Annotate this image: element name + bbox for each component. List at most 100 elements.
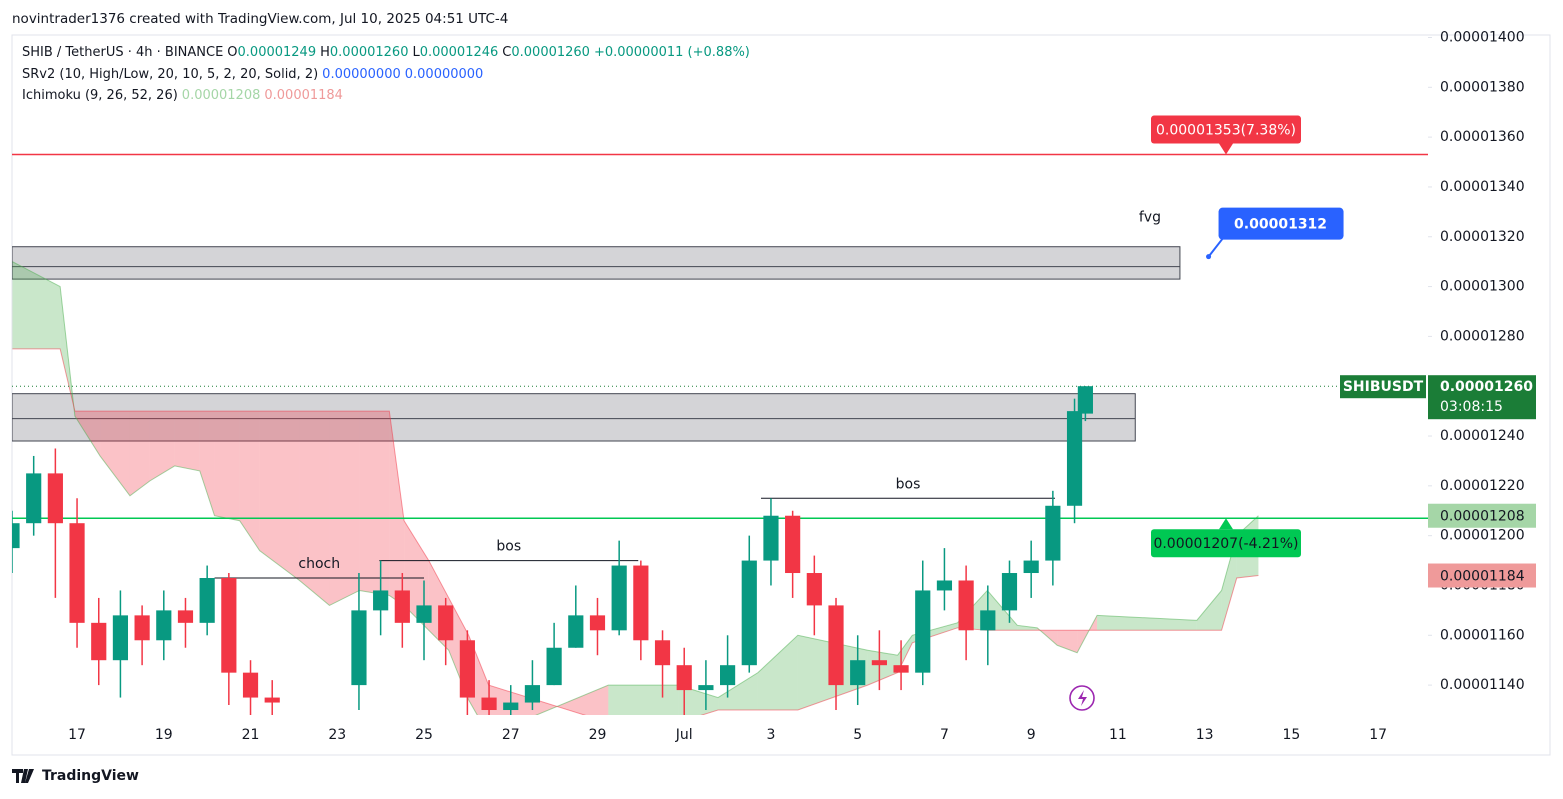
candle-body [741,560,757,666]
structure-label: bos [896,476,921,492]
y-tick-label: 0.00001280 [1440,328,1525,344]
indicator-name: Ichimoku (9, 26, 52, 26) [22,88,178,103]
cloud-segment [259,411,300,581]
indicator-value: 0.00000000 [322,67,401,82]
alert-icon[interactable] [1069,685,1095,711]
candle-body [156,610,172,641]
cloud-segment [149,411,175,481]
level-tag-pointer [1219,143,1233,155]
cloud-segment [299,411,330,606]
x-tick-label: Jul [675,727,693,743]
candle-body [871,660,887,666]
cloud-segment [757,635,798,711]
cloud-segment [1221,535,1237,631]
candle-body [1077,386,1093,414]
logo [12,769,34,783]
zone [12,246,1181,280]
countdown: 03:08:15 [1440,399,1503,415]
x-tick-label: 5 [853,727,862,743]
y-tick-label: 0.00001240 [1440,428,1525,444]
candle-body [242,672,259,698]
candle-body [524,685,541,703]
cloud-segment [74,411,101,456]
cloud-segment [329,411,360,606]
indicator-name: SRv2 (10, High/Low, 20, 10, 5, 2, 20, So… [22,67,319,82]
candle-body [546,647,562,686]
x-tick-label: 19 [155,727,173,743]
zone [12,393,1136,442]
brand: TradingView [42,768,139,784]
candle-body [112,615,129,661]
cloud-segment [174,411,200,471]
cloud-segment [1196,590,1222,631]
candle-body [221,578,237,673]
cloud-segment [199,411,215,516]
change: +0.00000011 (+0.88%) [593,45,750,60]
candle-body [481,697,497,711]
y-tick-label: 0.00001140 [1440,677,1525,693]
y-tick-label: 0.00001200 [1440,528,1525,544]
cloud-segment [214,411,240,521]
candle-body [828,605,844,686]
candle-body [893,665,909,673]
candle-body [69,523,85,623]
candle-body [416,605,432,623]
ohlc-key: O [227,45,238,60]
structure-label: bos [496,539,521,555]
x-tick-label: 13 [1196,727,1214,743]
candle-body [1001,573,1018,611]
symbol: SHIB / TetherUS · 4h · BINANCE [22,45,224,60]
attribution: novintrader1376 created with TradingView… [12,11,509,27]
indicator-value: 0.00001184 [264,88,343,103]
x-tick-label: 25 [415,727,433,743]
candle-body [936,580,953,591]
price-tag-label: 0.00001260 [1440,379,1533,395]
cloud-segment [678,685,719,715]
candle-body [26,473,42,524]
ohlc-value: 0.00001246 [419,45,499,60]
candle-body [134,615,150,641]
cloud-segment [867,650,898,686]
y-tick-label: 0.00001160 [1440,627,1525,643]
target-pointer [1207,238,1224,258]
indicator-line: Ichimoku (9, 26, 52, 26) 0.00001208 0.0000… [22,88,347,103]
candle-body [373,590,389,611]
footer: TradingView [12,768,139,784]
y-tick-label: 0.00001360 [1440,129,1525,145]
candle-body [177,610,194,623]
candle-body [91,622,107,661]
x-tick-label: 11 [1109,727,1127,743]
structure-label: choch [298,556,340,572]
candle-body [459,640,475,698]
y-tick-label: 0.00001340 [1440,179,1525,195]
ohlc-key: C [502,45,512,60]
level-tag [1151,115,1301,144]
candle-body [654,640,671,666]
candle-body [589,615,606,631]
candle-body [199,578,215,623]
y-tick-label: 0.00001220 [1440,478,1525,494]
ichimoku-tag-label: 0.00001208 [1440,509,1525,525]
alert-bolt [1078,690,1087,706]
x-tick-label: 17 [1369,727,1387,743]
cloud-segment [718,672,758,711]
ichimoku-tag [1428,563,1536,588]
candle-body [720,665,736,686]
x-tick-label: 9 [1027,727,1036,743]
x-tick-label: 7 [940,727,949,743]
x-tick-label: 23 [328,727,346,743]
cloud-segment [239,411,260,551]
symbol-line: SHIB / TetherUS · 4h · BINANCE O0.0000124… [22,45,754,60]
ohlc-value: 0.00001249 [237,45,317,60]
cloud-segment [1017,625,1038,631]
candle-body [568,615,584,648]
candle-body [980,610,996,631]
cloud-segment [359,411,390,596]
ohlc-key: L [412,45,420,60]
candle-body [438,605,454,641]
price-tag [1428,375,1536,420]
candle-body [503,702,519,711]
indicator-value: 0.00001208 [181,88,261,103]
symbol-tag [1340,375,1426,399]
